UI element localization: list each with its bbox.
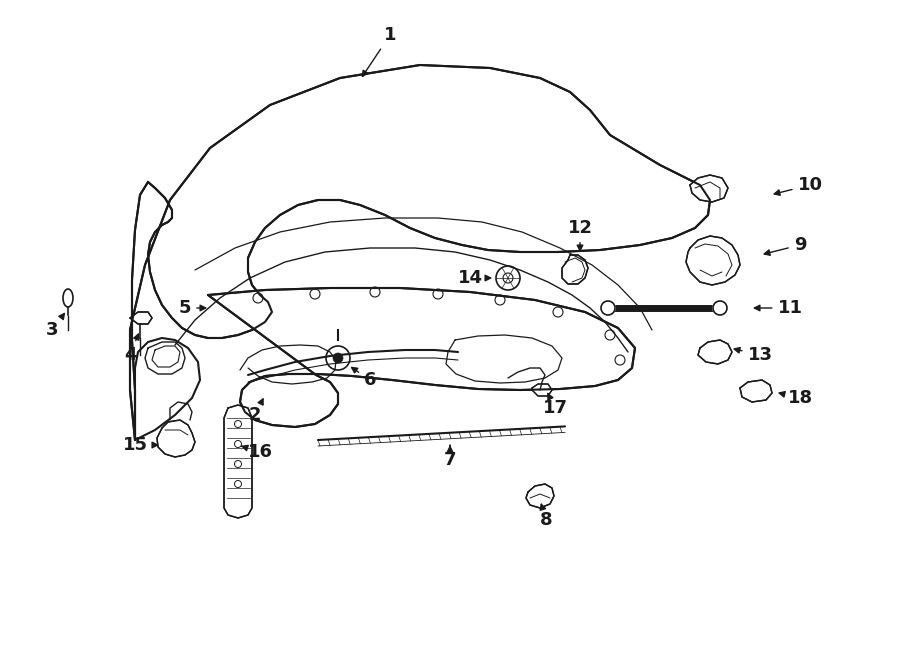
- Polygon shape: [740, 380, 772, 402]
- Polygon shape: [686, 236, 740, 285]
- Text: 14: 14: [457, 269, 490, 287]
- Circle shape: [601, 301, 615, 315]
- Polygon shape: [224, 405, 252, 518]
- Text: 10: 10: [774, 176, 823, 195]
- Polygon shape: [526, 484, 554, 508]
- Text: 15: 15: [122, 436, 158, 454]
- Text: 5: 5: [179, 299, 206, 317]
- Text: 8: 8: [540, 504, 553, 529]
- Polygon shape: [157, 420, 195, 457]
- Text: 11: 11: [754, 299, 803, 317]
- Text: 2: 2: [248, 399, 263, 424]
- Text: 17: 17: [543, 393, 568, 417]
- Text: 1: 1: [363, 26, 396, 77]
- Text: 4: 4: [124, 334, 139, 364]
- Polygon shape: [562, 255, 588, 284]
- Text: 9: 9: [764, 236, 806, 255]
- Text: 16: 16: [242, 443, 273, 461]
- Text: 7: 7: [444, 446, 456, 469]
- Circle shape: [333, 353, 343, 363]
- Polygon shape: [690, 175, 728, 202]
- Polygon shape: [698, 340, 732, 364]
- Text: 13: 13: [734, 346, 772, 364]
- Text: 18: 18: [779, 389, 813, 407]
- Polygon shape: [130, 65, 710, 440]
- Text: 12: 12: [568, 219, 592, 251]
- Polygon shape: [532, 384, 552, 396]
- Text: 3: 3: [46, 313, 65, 339]
- Polygon shape: [130, 312, 152, 324]
- Circle shape: [713, 301, 727, 315]
- Polygon shape: [208, 288, 635, 427]
- Text: 6: 6: [352, 368, 376, 389]
